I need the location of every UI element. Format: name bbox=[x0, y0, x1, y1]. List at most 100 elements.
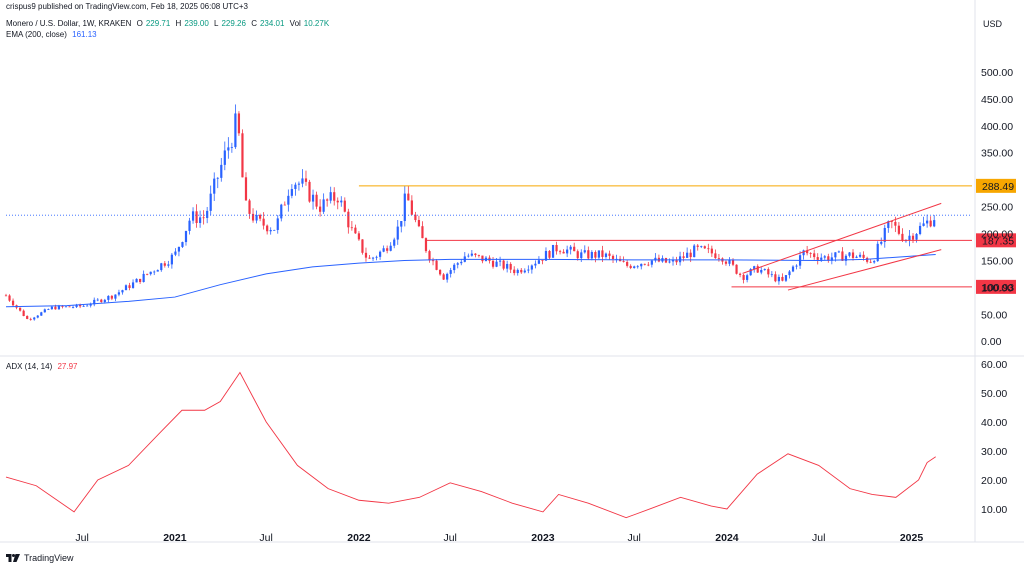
candle-body bbox=[195, 211, 198, 223]
candle-body bbox=[259, 214, 262, 219]
candle-body bbox=[424, 238, 428, 252]
candle-body bbox=[791, 266, 795, 272]
tradingview-footer[interactable]: TradingView bbox=[6, 553, 74, 563]
price-tick-label: 400.00 bbox=[981, 121, 1013, 133]
high-value: 239.00 bbox=[184, 19, 209, 28]
candle-body bbox=[491, 260, 495, 267]
candle-body bbox=[273, 229, 276, 231]
candle-body bbox=[470, 253, 473, 256]
candle-body bbox=[784, 275, 788, 281]
candle-body bbox=[319, 206, 322, 212]
candle-body bbox=[756, 266, 759, 273]
time-tick-label: 2024 bbox=[715, 532, 739, 544]
price-tick-label: 100.00 bbox=[981, 282, 1013, 294]
adx-layer bbox=[5, 371, 936, 519]
ema-legend[interactable]: EMA (200, close) 161.13 bbox=[6, 30, 100, 39]
candle-body bbox=[446, 273, 449, 280]
candle-body bbox=[294, 184, 297, 190]
candle-body bbox=[311, 194, 315, 202]
candle-body bbox=[858, 254, 862, 257]
candle-body bbox=[834, 252, 837, 258]
candle-body bbox=[643, 263, 646, 265]
candle-body bbox=[788, 271, 791, 276]
candle-body bbox=[121, 290, 124, 293]
price-tick-label: 250.00 bbox=[981, 202, 1013, 214]
candle-body bbox=[714, 253, 717, 259]
candle-body bbox=[223, 150, 226, 165]
candle-body bbox=[22, 310, 25, 317]
candle-body bbox=[541, 260, 544, 262]
candle-body bbox=[326, 199, 329, 201]
candle-body bbox=[887, 221, 890, 228]
candle-body bbox=[477, 255, 481, 256]
candle-body bbox=[170, 254, 173, 265]
candle-body bbox=[926, 220, 929, 224]
candle-body bbox=[915, 233, 918, 240]
candle-body bbox=[146, 273, 149, 275]
candle-body bbox=[894, 221, 897, 226]
candle-body bbox=[573, 246, 576, 252]
candle-body bbox=[848, 252, 851, 256]
candle-body bbox=[184, 230, 188, 243]
symbol-legend[interactable]: Monero / U.S. Dollar, 1W, KRAKEN O 229.71… bbox=[6, 19, 332, 28]
candle-body bbox=[876, 243, 879, 262]
candle-body bbox=[139, 278, 142, 283]
candle-body bbox=[128, 285, 131, 288]
candle-body bbox=[735, 264, 738, 274]
candle-body bbox=[354, 227, 357, 234]
candle-body bbox=[770, 274, 773, 276]
candle-body bbox=[75, 304, 78, 308]
candle-body bbox=[301, 178, 304, 184]
candle-body bbox=[315, 194, 318, 207]
candle-body bbox=[587, 250, 590, 259]
candle-body bbox=[40, 312, 43, 316]
candle-layer bbox=[4, 104, 936, 321]
candle-body bbox=[396, 226, 399, 240]
candle-body bbox=[209, 193, 212, 211]
candle-body bbox=[678, 256, 682, 263]
candle-body bbox=[297, 183, 301, 185]
candle-body bbox=[530, 265, 533, 270]
candle-body bbox=[382, 248, 385, 252]
candle-body bbox=[206, 210, 209, 218]
candle-body bbox=[57, 305, 61, 310]
candle-body bbox=[110, 295, 113, 299]
candle-body bbox=[438, 269, 442, 275]
candle-body bbox=[844, 255, 848, 261]
candle-body bbox=[689, 252, 692, 258]
candle-body bbox=[199, 217, 202, 223]
candle-body bbox=[453, 264, 456, 271]
candle-body bbox=[555, 244, 558, 252]
candle-body bbox=[79, 304, 82, 307]
candle-body bbox=[763, 269, 766, 271]
candle-body bbox=[266, 225, 269, 232]
candle-body bbox=[901, 233, 904, 241]
candle-body bbox=[403, 193, 406, 222]
candle-body bbox=[375, 256, 378, 258]
low-value: 229.26 bbox=[221, 19, 246, 28]
candle-body bbox=[622, 261, 625, 262]
adx-value: 27.97 bbox=[57, 362, 78, 371]
price-tick-label: 50.00 bbox=[981, 309, 1007, 321]
candle-body bbox=[728, 259, 731, 264]
candle-body bbox=[428, 251, 431, 261]
candle-body bbox=[626, 261, 629, 266]
candle-body bbox=[671, 260, 675, 262]
level-price-tag bbox=[976, 233, 1016, 248]
level-price-tag bbox=[976, 178, 1016, 193]
candle-body bbox=[862, 254, 865, 258]
candle-body bbox=[576, 251, 579, 259]
candle-body bbox=[534, 263, 537, 266]
adx-legend[interactable]: ADX (14, 14) 27.97 bbox=[6, 362, 81, 371]
candle-body bbox=[213, 178, 216, 194]
candle-body bbox=[103, 299, 106, 302]
candle-body bbox=[86, 305, 89, 307]
candle-body bbox=[474, 253, 477, 256]
candle-body bbox=[11, 300, 15, 306]
price-tick-label: 500.00 bbox=[981, 67, 1013, 79]
adx-tick-label: 60.00 bbox=[981, 359, 1007, 371]
candle-body bbox=[703, 246, 706, 249]
candle-body bbox=[431, 260, 435, 262]
candle-body bbox=[350, 227, 353, 229]
